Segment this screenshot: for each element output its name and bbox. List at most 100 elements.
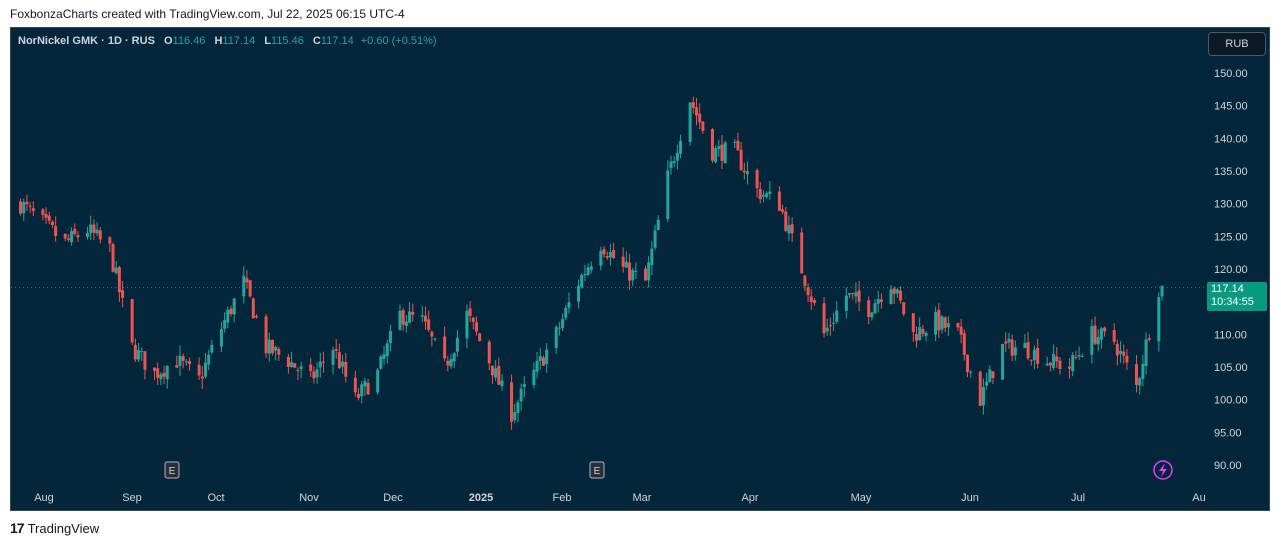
lightning-icon[interactable] — [1153, 460, 1173, 480]
candle — [1119, 341, 1123, 363]
candle — [822, 297, 826, 338]
time-tick-label: Feb — [553, 492, 572, 504]
candle — [500, 373, 504, 391]
open-value: 116.46 — [172, 35, 206, 47]
candle — [784, 206, 788, 233]
candle — [602, 246, 606, 258]
candle — [63, 233, 67, 242]
candle — [765, 191, 769, 200]
candle — [188, 357, 192, 371]
price-tick-label: 95.00 — [1214, 427, 1242, 439]
candle — [1103, 326, 1107, 337]
high-label: H — [214, 35, 223, 47]
candle — [577, 279, 581, 309]
candle — [538, 347, 542, 370]
candle — [315, 362, 319, 384]
price-tick-label: 90.00 — [1214, 460, 1242, 472]
candle — [133, 338, 137, 362]
candle — [969, 370, 973, 378]
tradingview-branding[interactable]: 17 TradingView — [10, 520, 99, 536]
candle — [331, 346, 335, 375]
candle — [411, 303, 415, 322]
candle — [851, 292, 855, 300]
chart-area[interactable] — [10, 27, 1270, 511]
candle — [1134, 355, 1138, 393]
chart-attribution: FoxbonzaCharts created with TradingView.… — [10, 7, 405, 21]
candle — [1029, 359, 1033, 366]
candle — [899, 286, 903, 304]
currency-button[interactable]: RUB — [1208, 32, 1266, 56]
candle — [446, 355, 450, 372]
candle — [605, 251, 609, 260]
symbol-info[interactable]: NorNickel GMK · 1D · RUS — [18, 35, 155, 47]
candle — [554, 325, 558, 354]
candle — [181, 353, 185, 369]
candle — [50, 220, 54, 229]
candle — [95, 222, 99, 236]
candle — [47, 211, 51, 225]
candle — [1074, 350, 1078, 360]
candle — [360, 380, 364, 404]
earnings-marker[interactable]: E — [164, 461, 180, 479]
close-label: C — [312, 35, 321, 47]
candle — [1071, 352, 1075, 377]
candle — [207, 349, 211, 371]
candle — [165, 364, 169, 389]
candle — [1068, 358, 1072, 379]
chart-legend: NorNickel GMK · 1D · RUS O116.46 H117.14… — [18, 35, 437, 47]
price-tick-label: 125.00 — [1214, 231, 1248, 243]
candle — [309, 357, 313, 377]
candle — [143, 351, 147, 380]
candle — [1036, 338, 1040, 369]
candle — [854, 282, 858, 304]
candle — [1080, 353, 1084, 358]
candle — [672, 156, 676, 168]
candle — [666, 160, 670, 223]
svg-text:E: E — [169, 466, 176, 477]
candle — [452, 352, 456, 369]
candle — [455, 330, 459, 358]
candle — [277, 346, 281, 361]
candle — [694, 97, 698, 126]
candle — [628, 253, 632, 290]
time-tick-label: Au — [1192, 492, 1205, 504]
candle — [443, 326, 447, 362]
candle — [924, 331, 928, 342]
candle — [267, 332, 271, 362]
candle — [978, 370, 982, 407]
candle — [490, 365, 494, 385]
candle — [98, 226, 102, 244]
candle — [1160, 285, 1164, 301]
candle — [914, 326, 918, 348]
candle — [959, 318, 963, 344]
candle — [828, 317, 832, 336]
price-tick-label: 120.00 — [1214, 264, 1248, 276]
candle — [656, 215, 660, 231]
candle — [471, 316, 475, 330]
time-tick-label: May — [851, 492, 872, 504]
earnings-marker[interactable]: E — [589, 461, 605, 479]
low-label: L — [264, 35, 272, 47]
change-value: +0.60 (+0.51%) — [360, 35, 437, 47]
candle — [809, 288, 813, 310]
candle — [844, 287, 848, 319]
candle — [229, 305, 233, 317]
candle — [669, 155, 673, 175]
candle — [777, 186, 781, 212]
candle — [264, 313, 268, 359]
candle — [812, 298, 816, 306]
candle — [895, 287, 899, 299]
candle — [701, 121, 705, 134]
candle — [790, 217, 794, 243]
candle — [226, 306, 230, 329]
candle — [376, 367, 380, 395]
price-tick-label: 100.00 — [1214, 395, 1248, 407]
candle — [564, 304, 568, 321]
time-tick-label: Nov — [299, 492, 319, 504]
candle — [487, 339, 491, 371]
candle — [334, 338, 338, 360]
tradingview-logo-icon: 17 — [10, 520, 25, 536]
candle — [832, 312, 836, 331]
brand-name: TradingView — [27, 520, 100, 536]
